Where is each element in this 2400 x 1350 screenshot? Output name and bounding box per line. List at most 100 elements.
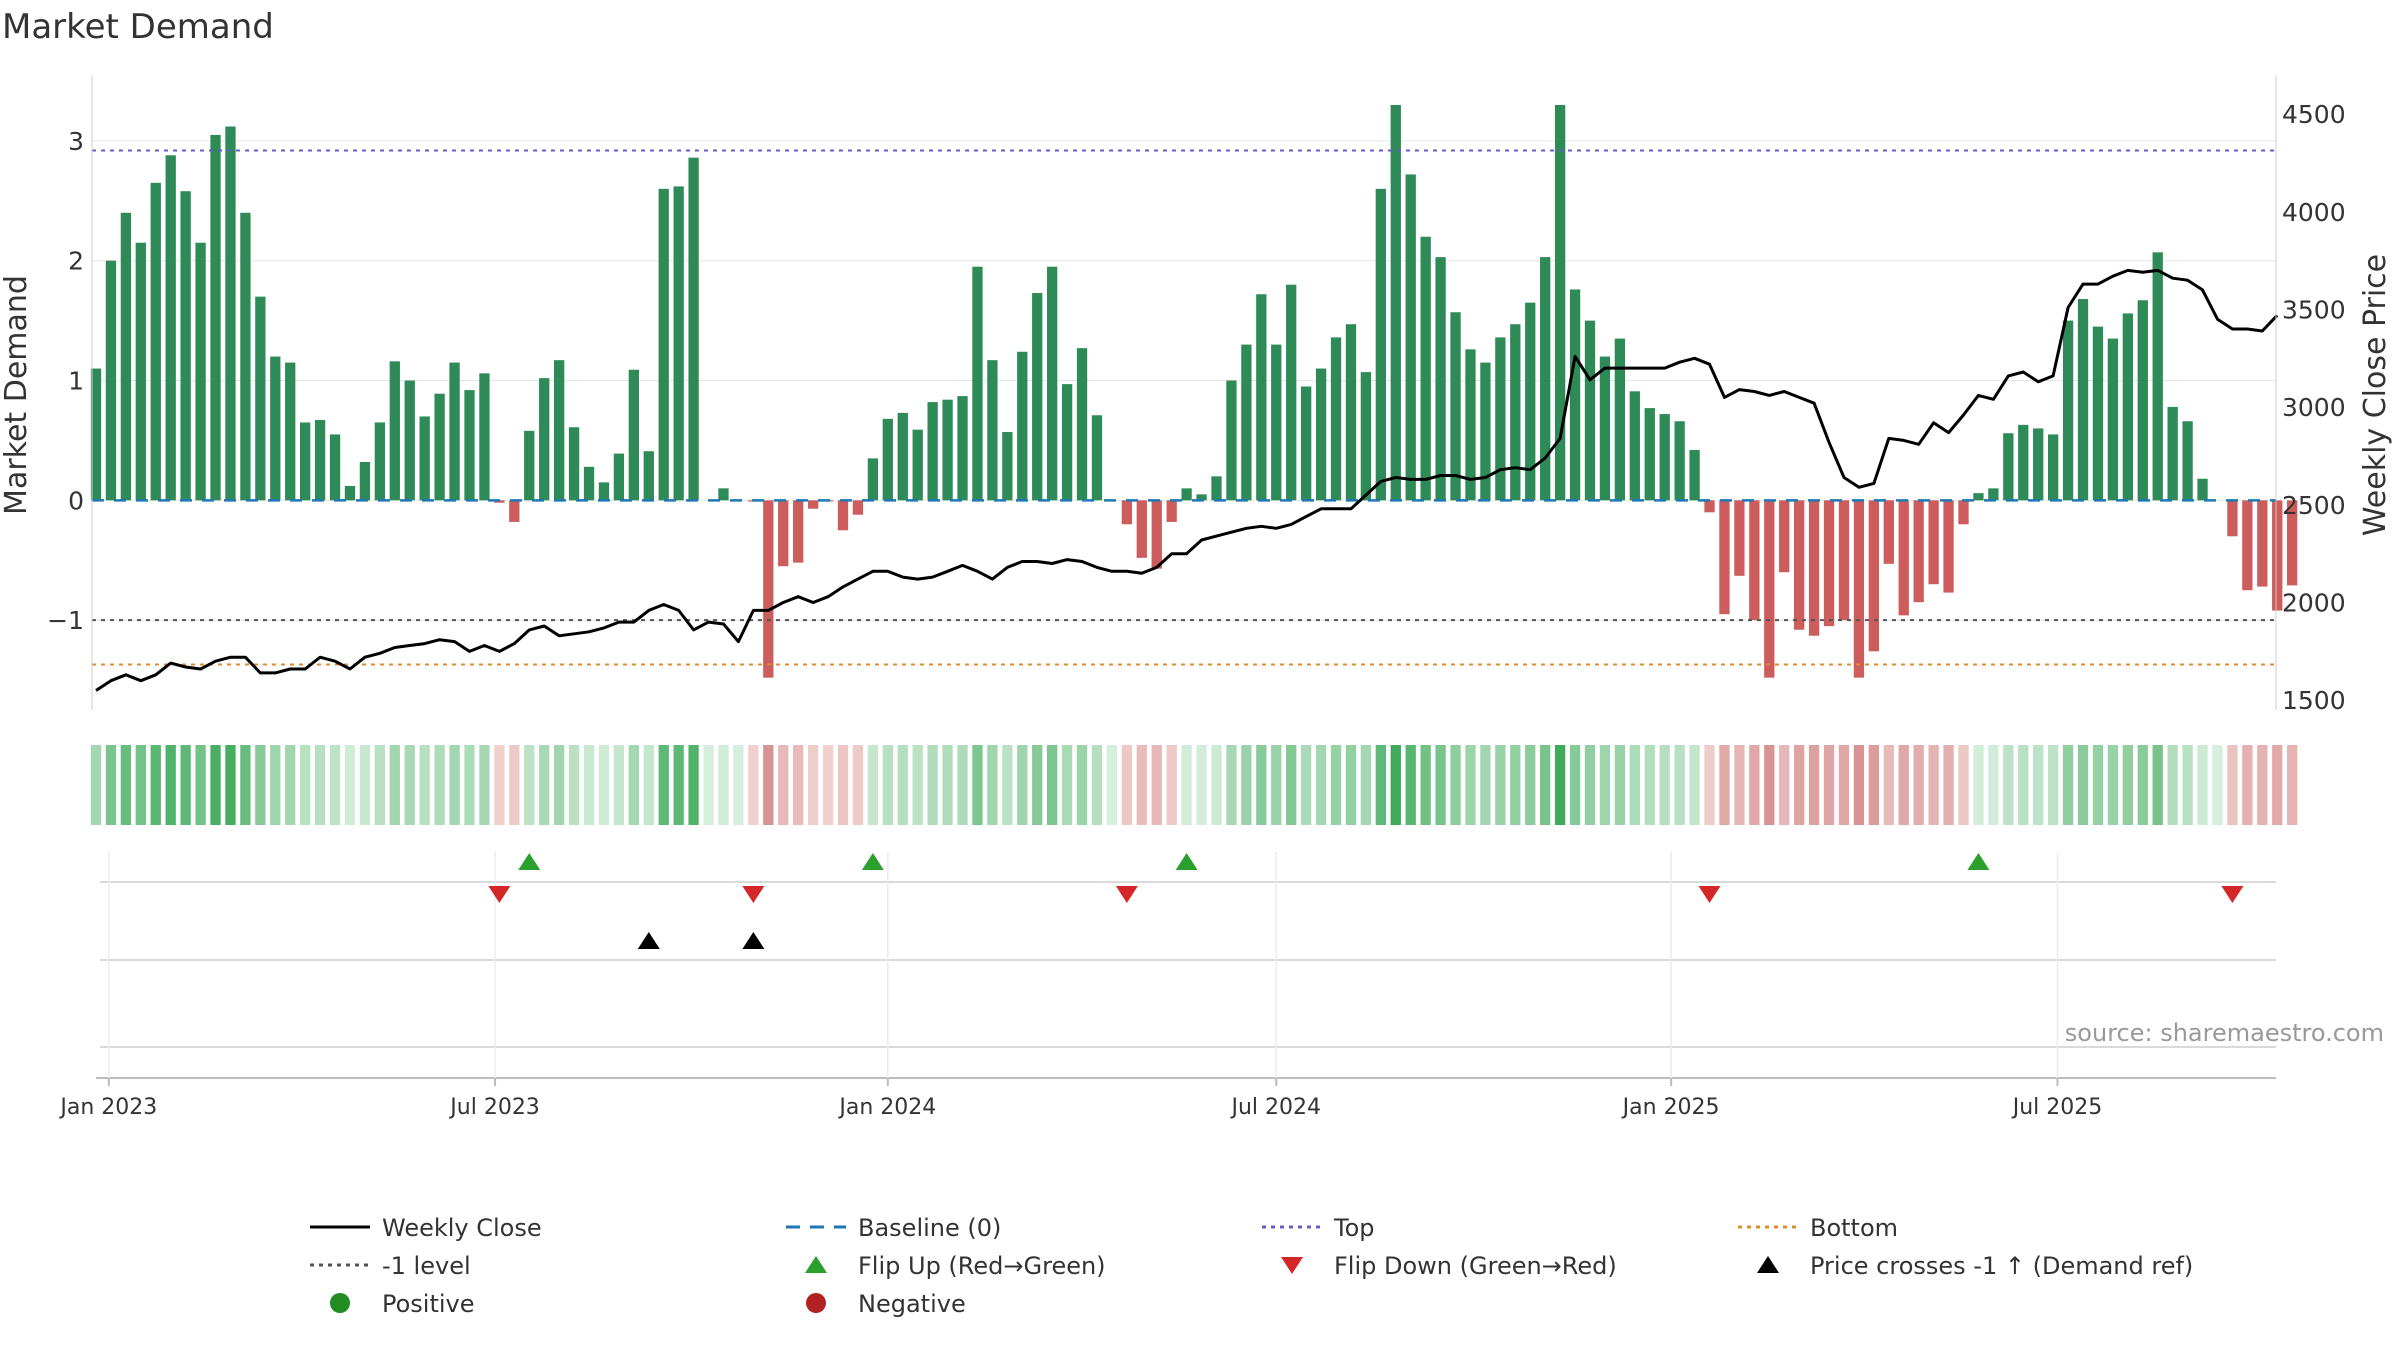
strip-cell	[1300, 745, 1312, 825]
demand-bar	[1510, 324, 1521, 501]
flip-down-marker	[742, 886, 765, 903]
demand-bar	[329, 434, 341, 501]
strip-cell	[1076, 745, 1088, 825]
demand-bar	[2107, 338, 2119, 501]
demand-bar	[1823, 500, 1835, 627]
flip-down-marker	[1698, 886, 1721, 903]
strip-cell	[583, 745, 595, 825]
legend-label: Baseline (0)	[858, 1214, 1001, 1242]
demand-bar	[1256, 294, 1267, 501]
strip-cell	[509, 745, 520, 825]
strip-cell	[2167, 745, 2178, 825]
demand-bar	[1151, 500, 1162, 569]
demand-bar	[897, 412, 908, 501]
demand-bar	[105, 260, 117, 501]
strip-cell	[1241, 745, 1252, 825]
demand-bar	[2033, 428, 2044, 501]
strip-cell	[1689, 745, 1700, 825]
demand-bar	[1390, 104, 1401, 501]
strip-cell	[1360, 745, 1372, 825]
demand-bar	[449, 362, 460, 501]
heat-strip	[90, 745, 2298, 825]
strip-cell	[105, 745, 117, 825]
strip-cell	[1644, 745, 1655, 825]
legend-label: Bottom	[1810, 1214, 1898, 1242]
demand-bar	[852, 500, 864, 515]
demand-bar	[1181, 488, 1192, 501]
demand-bar	[1330, 337, 1342, 501]
strip-cell	[1315, 745, 1327, 825]
demand-bar	[195, 242, 206, 501]
strip-cell	[703, 745, 714, 825]
y-tick-right: 3000	[2282, 393, 2346, 422]
y-axis-label-right: Weekly Close Price	[2358, 254, 2393, 536]
demand-bar	[2062, 320, 2074, 501]
demand-bar	[763, 500, 774, 678]
strip-cell	[389, 745, 400, 825]
demand-bar	[1749, 500, 1760, 621]
legend: Weekly Close Baseline (0) Top Bottom -1 leve…	[310, 1214, 2193, 1318]
x-tick-label: Jan 2025	[1621, 1095, 1720, 1120]
strip-cell	[479, 745, 490, 825]
strip-cell	[1166, 745, 1177, 825]
demand-bar	[150, 182, 161, 501]
demand-bar	[1719, 500, 1730, 615]
demand-bar	[1315, 368, 1327, 501]
strip-cell	[598, 745, 610, 825]
strip-cell	[2182, 745, 2193, 825]
demand-bar	[2137, 300, 2148, 501]
demand-bar	[1211, 476, 1222, 501]
demand-bar	[807, 500, 819, 509]
strip-cell	[1704, 745, 1715, 825]
x-tick-label: Jul 2024	[1229, 1095, 1321, 1120]
demand-bar	[568, 427, 580, 501]
strip-cell	[494, 745, 505, 825]
strip-cell	[1928, 745, 1939, 825]
strip-cell	[643, 745, 654, 825]
strip-cell	[1256, 745, 1267, 825]
strip-cell	[927, 745, 938, 825]
demand-bar	[1913, 500, 1924, 603]
y-tick-right: 1500	[2282, 686, 2346, 715]
strip-cell	[1958, 745, 1969, 825]
strip-cell	[1196, 745, 1207, 825]
strip-cell	[1629, 745, 1640, 825]
price-line	[95, 268, 2279, 692]
reference-lines	[92, 149, 2276, 666]
demand-bar	[1734, 500, 1745, 576]
strip-cell	[2003, 745, 2014, 825]
y-tick-left: 3	[68, 127, 84, 156]
strip-cell	[2018, 745, 2029, 825]
demand-bar	[613, 453, 625, 501]
demand-bar	[2287, 500, 2298, 586]
demand-bar	[165, 155, 176, 501]
demand-bar	[2018, 424, 2029, 501]
strip-cell	[718, 745, 729, 825]
price-cross-marker	[637, 932, 660, 949]
demand-bar	[1450, 312, 1461, 501]
demand-bar	[1614, 338, 1626, 501]
demand-bar	[1300, 386, 1312, 501]
demand-bar	[1689, 450, 1700, 501]
x-axis-ticks: Jan 2023 Jul 2023 Jan 2024 Jul 2024 Jan 2025…	[58, 1078, 2102, 1120]
source-note: source: sharemaestro.com	[2065, 1019, 2384, 1047]
demand-bar	[628, 369, 639, 501]
demand-bar	[1405, 174, 1416, 501]
demand-bar	[479, 373, 490, 501]
demand-bar	[2182, 421, 2193, 501]
legend-triangle-down	[1281, 1257, 1303, 1274]
demand-bar	[1345, 324, 1357, 501]
strip-cell	[1510, 745, 1521, 825]
demand-bar	[1838, 500, 1850, 621]
demand-bar	[1360, 372, 1372, 501]
strip-cell	[852, 745, 864, 825]
strip-cell	[1420, 745, 1431, 825]
x-tick-label: Jul 2023	[448, 1095, 540, 1120]
strip-cell	[1883, 745, 1894, 825]
demand-bar	[509, 500, 520, 522]
demand-bar	[1764, 500, 1775, 678]
demand-bar	[1898, 500, 1909, 616]
strip-cell	[1943, 745, 1954, 825]
x-tick-label: Jul 2025	[2011, 1095, 2103, 1120]
flip-up-marker	[1175, 853, 1198, 870]
